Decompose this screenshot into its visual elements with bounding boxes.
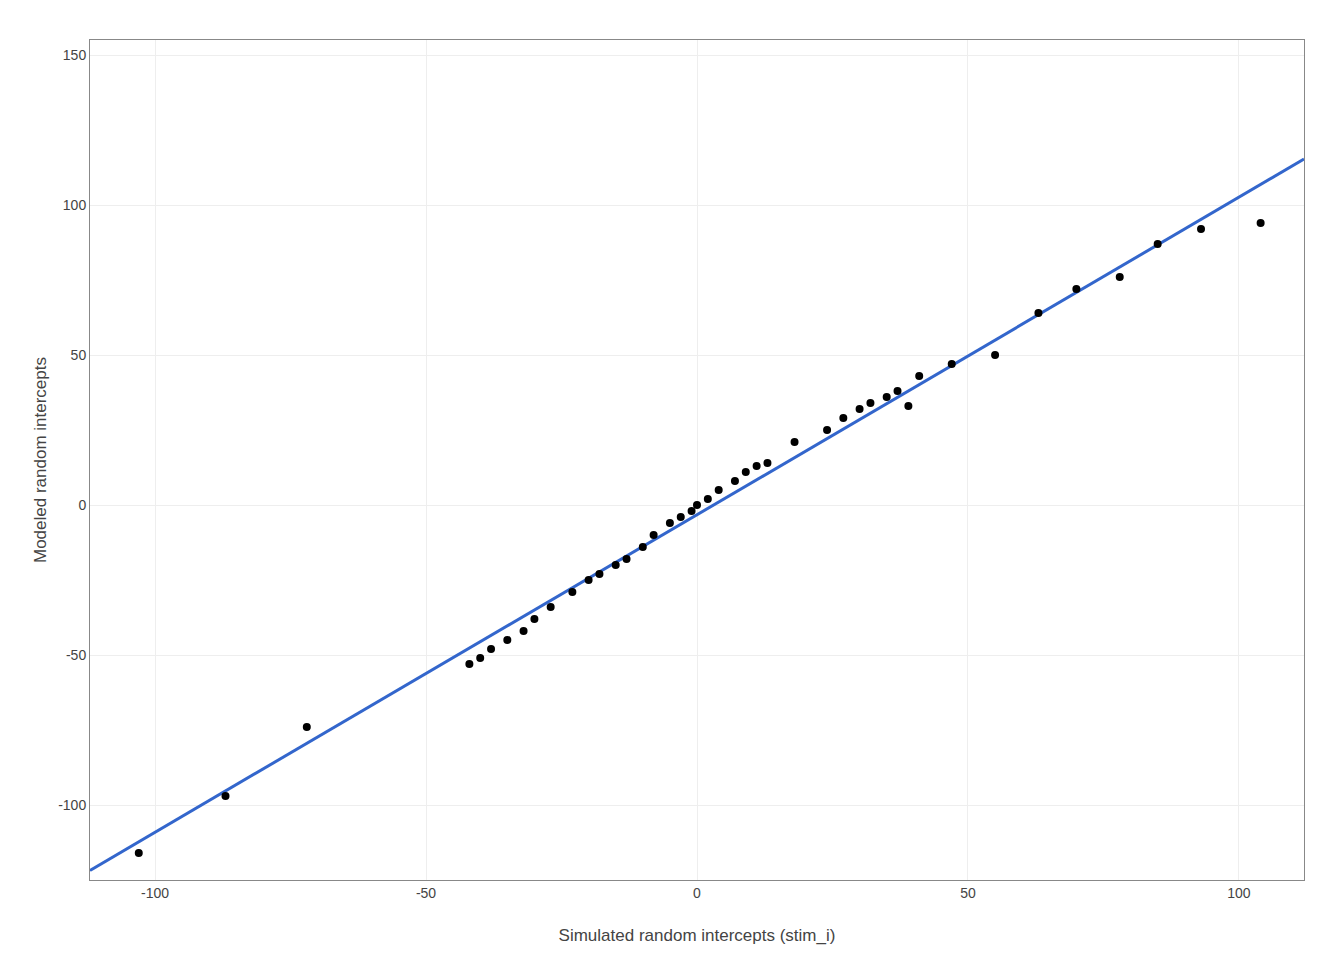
- svg-text:-50: -50: [416, 885, 436, 901]
- svg-text:50: 50: [71, 347, 87, 363]
- svg-text:100: 100: [1227, 885, 1251, 901]
- svg-text:-50: -50: [66, 647, 86, 663]
- svg-text:-100: -100: [58, 797, 86, 813]
- svg-text:Modeled random intercepts: Modeled random intercepts: [31, 357, 50, 563]
- svg-text:100: 100: [63, 197, 87, 213]
- svg-text:-100: -100: [141, 885, 169, 901]
- svg-text:Simulated random intercepts (s: Simulated random intercepts (stim_i): [559, 926, 836, 945]
- svg-text:0: 0: [78, 497, 86, 513]
- svg-text:50: 50: [960, 885, 976, 901]
- svg-text:0: 0: [693, 885, 701, 901]
- svg-text:150: 150: [63, 47, 87, 63]
